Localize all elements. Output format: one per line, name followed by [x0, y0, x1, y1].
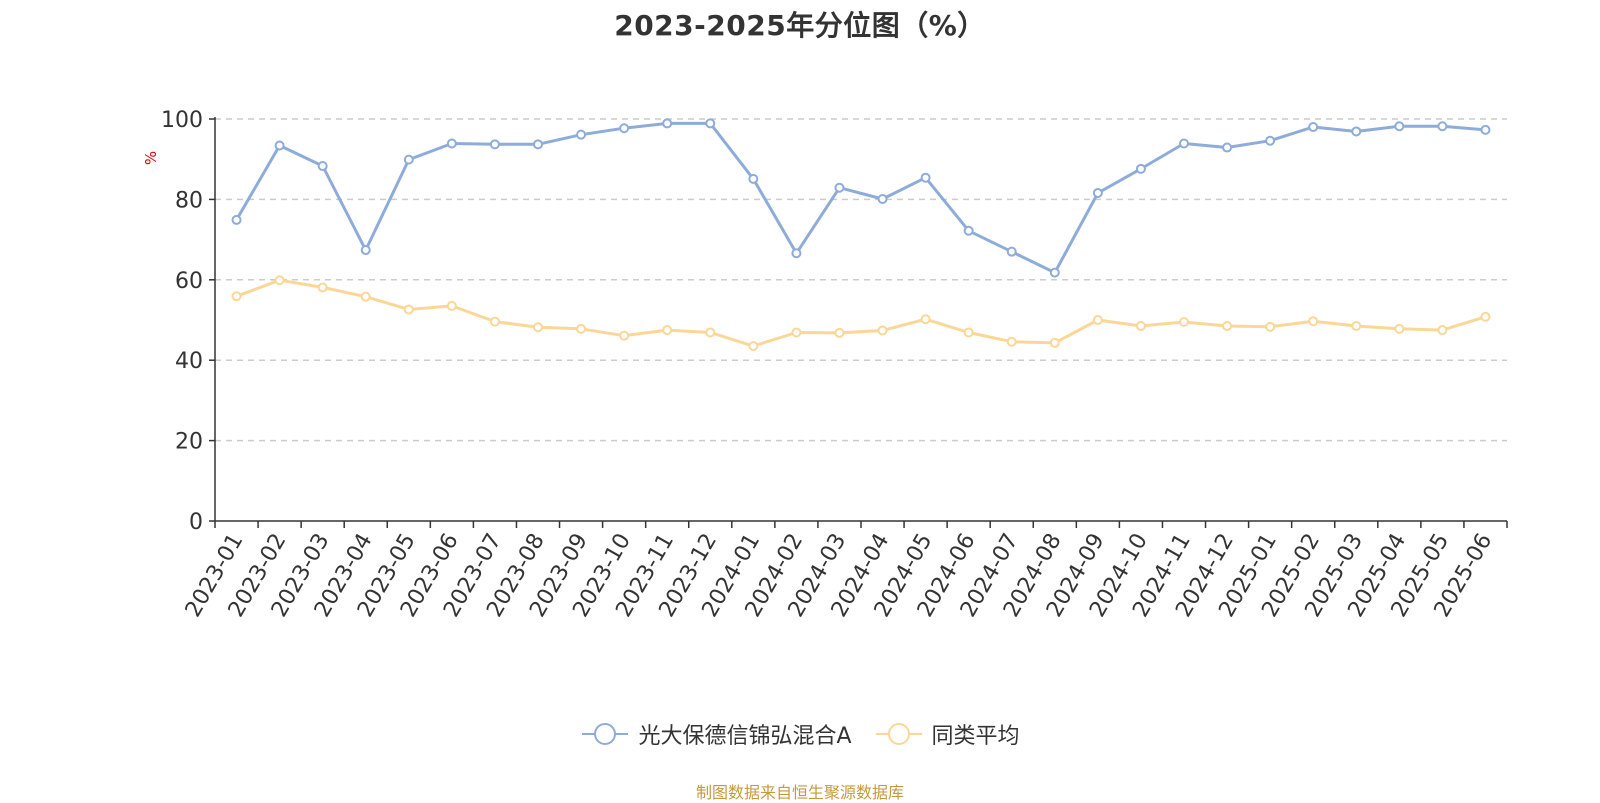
data-point[interactable] — [791, 327, 802, 338]
data-point[interactable] — [576, 129, 587, 140]
data-point[interactable] — [403, 154, 414, 165]
y-tick-label: 0 — [189, 510, 203, 535]
data-point[interactable] — [834, 327, 845, 338]
legend-label: 同类平均 — [931, 724, 1020, 749]
data-point[interactable] — [877, 325, 888, 336]
data-point[interactable] — [1092, 187, 1103, 198]
y-tick-label: 60 — [175, 269, 203, 294]
data-point[interactable] — [1135, 163, 1146, 174]
data-point[interactable] — [1265, 135, 1276, 146]
legend: 光大保德信锦弘混合A 同类平均 — [0, 718, 1600, 750]
data-point[interactable] — [1394, 121, 1405, 132]
data-point[interactable] — [834, 182, 845, 193]
data-point[interactable] — [1006, 336, 1017, 347]
data-point[interactable] — [1265, 321, 1276, 332]
legend-marker-icon — [582, 723, 629, 745]
data-point[interactable] — [317, 161, 328, 172]
series-2 — [231, 275, 1491, 352]
data-point[interactable] — [963, 327, 974, 338]
data-point[interactable] — [1006, 246, 1017, 257]
data-point[interactable] — [446, 138, 457, 149]
axes: 0204060801002023-012023-022023-032023-04… — [161, 108, 1508, 621]
data-point[interactable] — [576, 323, 587, 334]
data-point[interactable] — [231, 291, 242, 302]
data-point[interactable] — [489, 316, 500, 327]
data-point[interactable] — [1179, 138, 1189, 149]
data-point[interactable] — [1480, 311, 1491, 322]
y-tick-label: 100 — [161, 108, 203, 133]
data-point[interactable] — [619, 123, 630, 134]
legend-item[interactable]: 同类平均 — [874, 718, 1020, 750]
data-point[interactable] — [1308, 316, 1319, 327]
data-point[interactable] — [1308, 122, 1319, 133]
data-point[interactable] — [1049, 267, 1060, 278]
line-chart: 0204060801002023-012023-022023-032023-04… — [142, 108, 1508, 621]
data-point[interactable] — [317, 282, 328, 293]
data-point[interactable] — [533, 139, 543, 150]
data-point[interactable] — [619, 330, 630, 341]
source-note: 制图数据来自恒生聚源数据库 — [695, 783, 904, 802]
data-point[interactable] — [920, 172, 931, 183]
series-lines — [231, 118, 1491, 352]
data-point[interactable] — [1394, 323, 1405, 334]
data-point[interactable] — [274, 275, 285, 286]
data-point[interactable] — [748, 173, 759, 184]
data-point[interactable] — [791, 248, 802, 259]
data-point[interactable] — [403, 304, 414, 315]
data-point[interactable] — [920, 314, 931, 325]
data-point[interactable] — [1135, 321, 1146, 332]
data-point[interactable] — [489, 139, 500, 150]
data-point[interactable] — [877, 193, 888, 204]
legend-item[interactable]: 光大保德信锦弘混合A — [580, 718, 852, 750]
data-point[interactable] — [1222, 142, 1233, 153]
data-point[interactable] — [231, 214, 242, 225]
data-point[interactable] — [662, 325, 673, 336]
data-point[interactable] — [1480, 124, 1491, 135]
data-point[interactable] — [1351, 321, 1362, 332]
data-point[interactable] — [1437, 121, 1448, 132]
data-point[interactable] — [1092, 315, 1103, 325]
data-point[interactable] — [1351, 126, 1362, 137]
grid-lines — [215, 118, 1507, 442]
chart-title: 2023-2025年分位图（%） — [614, 9, 986, 42]
y-tick-label: 80 — [175, 188, 203, 213]
y-axis-unit-label: % — [142, 151, 160, 165]
series-line — [235, 121, 1486, 275]
data-point[interactable] — [446, 300, 457, 311]
y-tick-label: 20 — [175, 430, 203, 455]
data-point[interactable] — [748, 341, 759, 352]
data-point[interactable] — [705, 327, 716, 338]
data-point[interactable] — [1049, 337, 1060, 348]
data-point[interactable] — [360, 245, 371, 256]
legend-marker-icon — [875, 723, 922, 745]
legend-label: 光大保德信锦弘混合A — [638, 724, 852, 749]
y-tick-label: 40 — [175, 349, 203, 374]
data-point[interactable] — [662, 118, 673, 129]
data-point[interactable] — [533, 322, 543, 333]
data-point[interactable] — [963, 225, 974, 236]
data-point[interactable] — [360, 291, 371, 302]
series-1 — [231, 118, 1491, 278]
series-line — [235, 278, 1486, 348]
data-point[interactable] — [274, 140, 285, 151]
data-point[interactable] — [1222, 321, 1233, 332]
data-point[interactable] — [1437, 325, 1448, 336]
data-point[interactable] — [1179, 317, 1189, 328]
data-point[interactable] — [705, 118, 716, 129]
